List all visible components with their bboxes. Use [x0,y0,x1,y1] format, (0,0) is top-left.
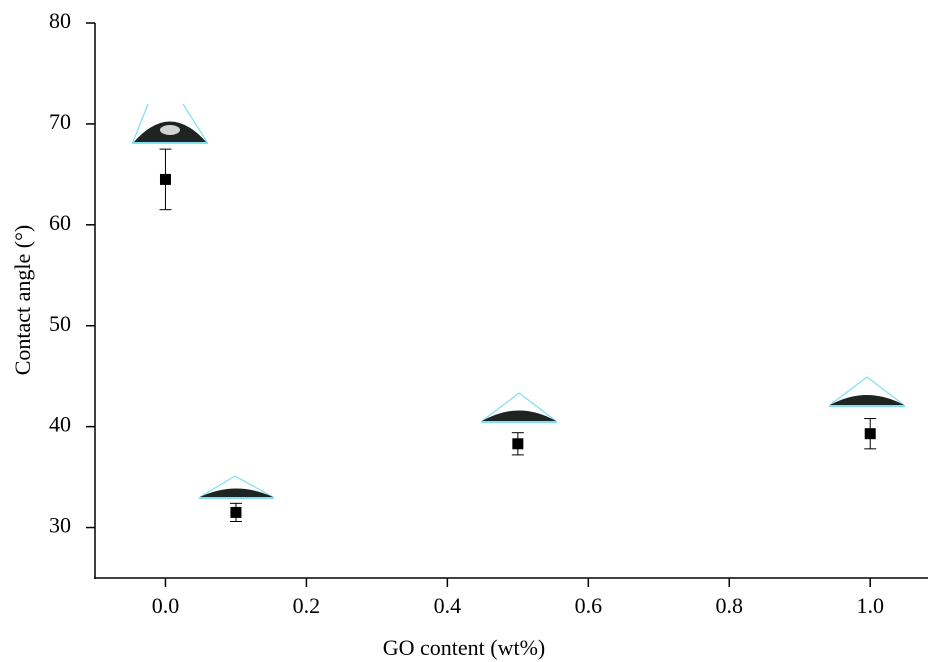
point [159,173,171,185]
droplet [481,392,557,423]
droplet [829,376,905,407]
x-axis-label: GO content (wt%) [383,635,546,660]
droplet [199,475,274,499]
y-axis-label: Contact angle (°) [10,225,35,376]
x-tick-label: 0.4 [434,593,462,618]
y-tick-label: 70 [49,109,71,134]
y-tick-label: 30 [49,513,71,538]
y-tick-label: 40 [49,412,71,437]
droplet-images [132,103,905,499]
y-tick-label: 50 [49,311,71,336]
x-tick-label: 0.0 [152,593,180,618]
y-tick-label: 60 [49,210,71,235]
point [864,428,876,440]
point [512,438,524,450]
x-tick-label: 0.2 [293,593,321,618]
x-tick-label: 0.6 [575,593,603,618]
y-tick-label: 80 [49,8,71,33]
point [230,506,242,518]
x-tick-label: 1.0 [856,593,884,618]
x-tick-label: 0.8 [716,593,744,618]
droplet [132,103,208,144]
